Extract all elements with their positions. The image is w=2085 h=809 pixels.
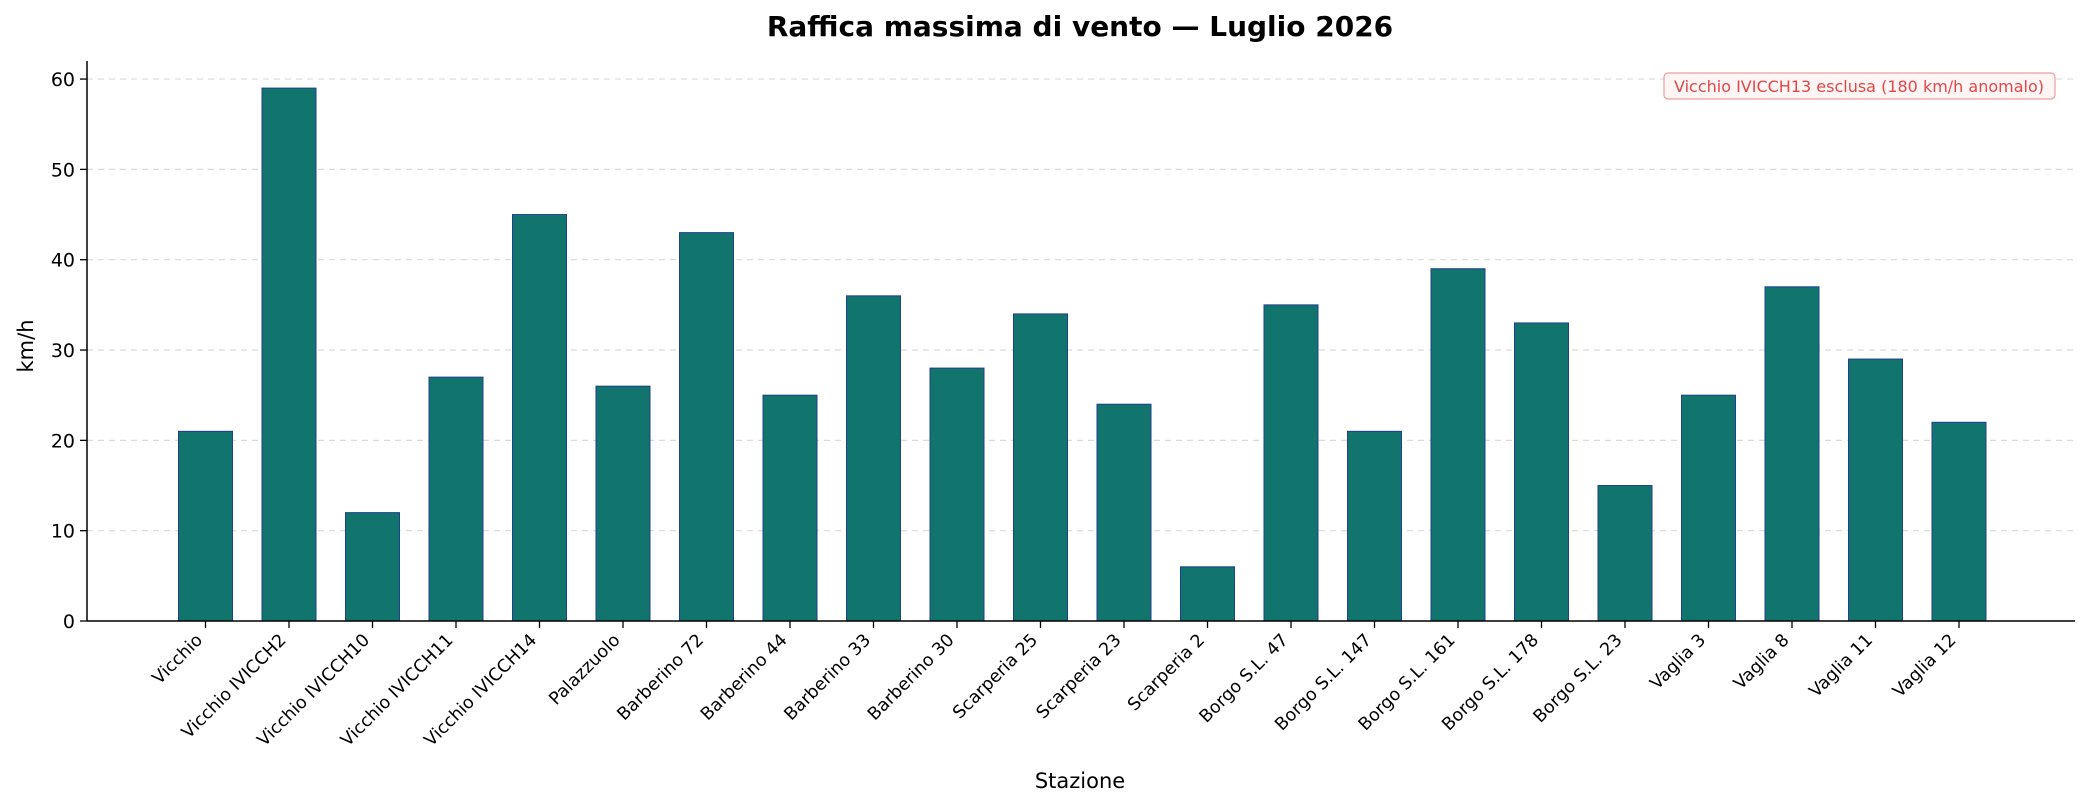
bar <box>846 295 901 622</box>
y-tick-label: 30 <box>51 340 75 362</box>
x-tick-label: Vaglia 12 <box>1889 630 1960 701</box>
bar <box>1764 286 1820 622</box>
bar <box>1013 313 1068 622</box>
bar <box>1681 394 1736 622</box>
bar <box>762 394 818 622</box>
y-tick-label: 10 <box>51 521 75 543</box>
y-tick-label: 40 <box>51 250 75 272</box>
bar <box>679 232 734 622</box>
x-tick-label: Barberino 44 <box>697 630 791 724</box>
y-tick-label: 0 <box>63 611 75 633</box>
y-axis-label: km/h <box>14 319 38 372</box>
exclusion-note-box <box>1663 72 2056 100</box>
bar <box>1180 566 1235 622</box>
bar <box>178 430 233 622</box>
axes <box>86 61 2075 622</box>
y-tick-label: 60 <box>51 69 75 91</box>
bar <box>261 87 317 622</box>
bar <box>929 367 985 622</box>
bar <box>1263 304 1319 622</box>
exclusion-note-text: Vicchio IVICCH13 esclusa (180 km/h anoma… <box>1674 77 2044 96</box>
bar <box>512 214 567 622</box>
x-tick-label: Scarperia 23 <box>1033 630 1126 723</box>
x-tick-label: Vaglia 11 <box>1806 630 1877 701</box>
grid-lines <box>87 78 2075 532</box>
x-tick-label: Scarperia 25 <box>949 630 1042 723</box>
x-tick-label: Scarperia 2 <box>1124 630 1209 715</box>
exclusion-note: Vicchio IVICCH13 esclusa (180 km/h anoma… <box>1663 72 2056 100</box>
x-tick-label: Barberino 33 <box>781 630 875 724</box>
x-tick-label: Borgo S.L. 23 <box>1530 630 1627 727</box>
bar <box>1096 403 1152 622</box>
x-axis-label: Stazione <box>1035 769 1125 793</box>
x-tick-label: Vaglia 8 <box>1730 630 1793 693</box>
y-ticks: 0 10 20 30 40 50 60 <box>51 69 87 633</box>
bars <box>178 87 1987 622</box>
x-tick-label: Barberino 30 <box>864 630 958 724</box>
bar <box>1514 322 1569 622</box>
x-tick-label: Barberino 72 <box>614 630 708 724</box>
bar <box>595 385 651 622</box>
y-tick-label: 20 <box>51 430 75 452</box>
x-tick-label: Borgo S.L. 47 <box>1196 630 1293 727</box>
bar <box>428 376 484 622</box>
bar <box>1347 430 1402 622</box>
bar <box>1597 485 1653 622</box>
x-tick-label: Palazzuolo <box>545 630 624 709</box>
x-tick-label: Vicchio <box>149 630 207 688</box>
bar <box>1848 358 1903 622</box>
bar <box>1430 268 1486 622</box>
bar <box>345 512 400 622</box>
x-tick-label: Vaglia 3 <box>1647 630 1710 693</box>
y-tick-label: 50 <box>51 159 75 181</box>
bar <box>1931 421 1987 622</box>
chart-title: Raffica massima di vento — Luglio 2026 <box>767 10 1393 43</box>
